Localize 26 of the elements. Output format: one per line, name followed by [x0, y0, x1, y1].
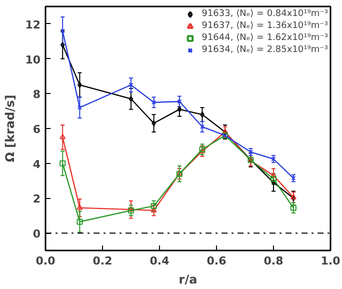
x-tick-label: 1.0: [320, 254, 341, 268]
y-tick-label: 10: [25, 53, 41, 66]
y-tick-label: 4: [32, 158, 41, 171]
y-tick-label: 2: [32, 192, 40, 206]
x-tick-label: 0.0: [36, 254, 56, 268]
point: [60, 134, 66, 140]
y-tick-label: 8: [32, 88, 40, 102]
x-tick-label: 0.4: [150, 254, 170, 268]
point: [60, 160, 66, 166]
legend-label: 91633, ⟨Nₑ⟩ = 0.84x10¹⁹m⁻³: [202, 8, 328, 20]
x-axis-title: r/a: [178, 272, 198, 286]
legend-label: 91644, ⟨Nₑ⟩ = 1.62x10¹⁹m⁻³: [202, 32, 328, 44]
x-tick-label: 0.6: [206, 254, 227, 268]
y-tick-label: 6: [32, 123, 41, 136]
y-tick-label: 0: [32, 228, 41, 241]
point: [128, 96, 134, 102]
point: [152, 100, 156, 105]
point: [200, 124, 205, 130]
y-axis-title: Ω [krad/s]: [3, 94, 18, 162]
legend-label: 91634, ⟨Nₑ⟩ = 2.85x10¹⁹m⁻³: [202, 44, 328, 56]
x-tick-label: 0.2: [92, 254, 112, 268]
point: [77, 105, 82, 110]
x-tick-label: 0.8: [264, 254, 284, 268]
point: [76, 218, 83, 225]
y-tick-label: 12: [25, 18, 41, 32]
legend-label: 91637, ⟨Nₑ⟩ = 1.36x10¹⁹m⁻³: [202, 20, 328, 32]
